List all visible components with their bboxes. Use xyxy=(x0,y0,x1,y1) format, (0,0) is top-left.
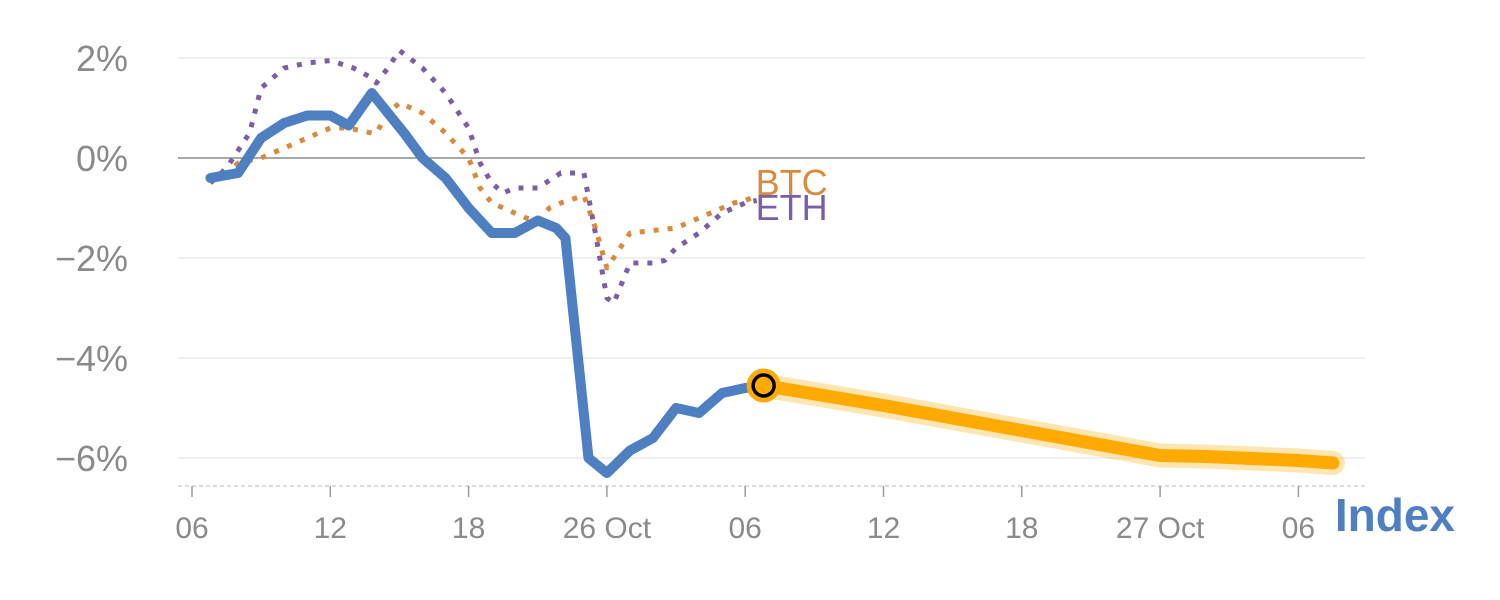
index-series-label: Index xyxy=(1335,489,1456,541)
x-tick-label: 06 xyxy=(175,512,208,545)
x-tick-label: 18 xyxy=(1005,512,1038,545)
btc-series-line xyxy=(209,100,758,271)
eth-series-line xyxy=(208,48,758,306)
x-tick-label: 12 xyxy=(867,512,900,545)
x-tick-label: 12 xyxy=(314,512,347,545)
x-tick-label: 18 xyxy=(452,512,485,545)
grid-lines xyxy=(178,57,1365,459)
y-tick-label: −4% xyxy=(55,338,128,379)
y-tick-label: −2% xyxy=(55,238,128,279)
y-tick-label: −6% xyxy=(55,438,128,479)
y-tick-label: 2% xyxy=(76,38,128,79)
y-axis-tick-labels: 2% 0% −2% −4% −6% xyxy=(55,38,128,479)
x-tick-label: 26 Oct xyxy=(563,512,652,545)
x-axis-tick-labels: 06 12 18 26 Oct 06 12 18 27 Oct 06 xyxy=(175,512,1315,545)
y-tick-label: 0% xyxy=(76,138,128,179)
projection-series-line xyxy=(757,379,1340,470)
series-lines xyxy=(205,48,1345,478)
btc-series-label: BTC xyxy=(756,162,828,203)
marker-center xyxy=(751,373,776,398)
axes xyxy=(178,485,1365,497)
x-tick-label: 06 xyxy=(729,512,762,545)
x-tick-label: 27 Oct xyxy=(1116,512,1205,545)
current-value-marker xyxy=(746,368,781,403)
eth-series-label: ETH xyxy=(756,187,828,228)
x-tick-label: 06 xyxy=(1282,512,1315,545)
index-series-line xyxy=(205,88,769,478)
